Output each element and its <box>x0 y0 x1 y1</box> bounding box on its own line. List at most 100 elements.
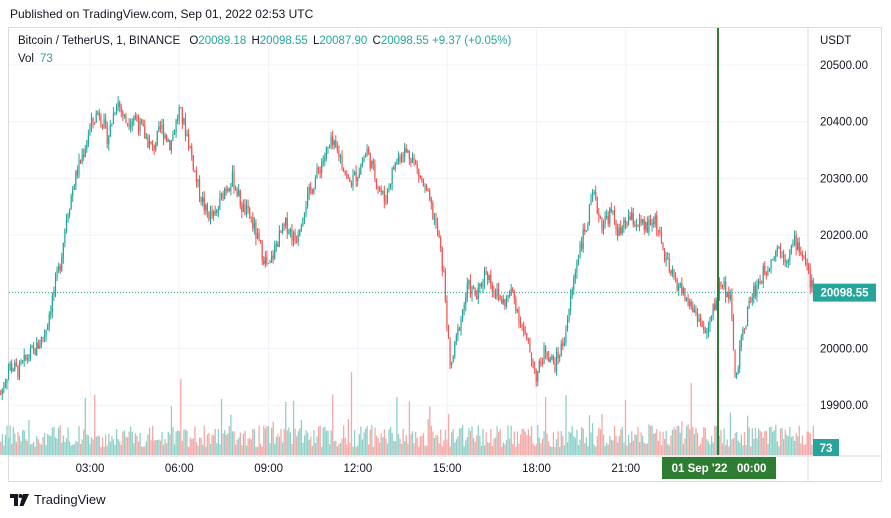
candle-body <box>247 205 249 209</box>
volume-bar <box>751 428 753 455</box>
volume-bar <box>203 425 205 455</box>
volume-bar <box>343 425 345 455</box>
candle-body <box>357 178 359 182</box>
candle-body <box>687 297 689 306</box>
candle-body <box>673 270 675 278</box>
volume-bar <box>158 439 160 455</box>
candle-body <box>197 179 199 182</box>
volume-bar <box>518 443 520 455</box>
candle-body <box>353 171 356 176</box>
volume-bar <box>795 433 797 455</box>
candle-body <box>181 107 183 124</box>
candle-body <box>56 270 58 277</box>
candle-body <box>668 258 670 271</box>
volume-bar <box>372 446 375 455</box>
candle-body <box>336 147 338 151</box>
volume-bar <box>189 437 191 455</box>
candle-body <box>803 256 805 258</box>
volume-bar <box>62 435 65 455</box>
candle-body <box>761 282 763 284</box>
candle-body <box>325 148 327 158</box>
candle-body <box>400 155 403 162</box>
candle-body <box>714 304 716 310</box>
candle-body <box>148 141 151 148</box>
candle-body <box>141 119 143 124</box>
candle-body <box>211 210 213 217</box>
volume-bar <box>344 437 346 455</box>
candle-body <box>607 216 609 224</box>
volume-bar <box>451 432 453 455</box>
candle-body <box>726 292 728 298</box>
candle-body <box>125 114 127 124</box>
candle-body <box>598 213 600 217</box>
volume-bar <box>191 439 193 455</box>
x-tick-label: 12:00 <box>344 463 373 475</box>
volume-bar <box>89 443 91 455</box>
volume-bar <box>249 437 251 455</box>
volume-bar <box>759 430 761 455</box>
candle-body <box>554 362 556 372</box>
candle-body <box>48 314 50 326</box>
candle-body <box>40 337 43 346</box>
volume-bar <box>39 443 41 455</box>
candle-body <box>272 255 274 259</box>
volume-bar <box>253 429 256 455</box>
candle-body <box>200 197 202 202</box>
candle-body <box>718 281 720 295</box>
volume-bar <box>393 440 395 455</box>
volume-bar <box>306 432 309 455</box>
candle-body <box>153 145 155 151</box>
candle-body <box>665 258 667 261</box>
candle-body <box>253 222 255 229</box>
volume-bar <box>18 436 21 455</box>
candle-body <box>120 106 122 112</box>
candle-body <box>29 348 32 358</box>
symbol-name[interactable]: Bitcoin / TetherUS, 1, BINANCE <box>18 35 181 47</box>
candle-body <box>36 342 38 355</box>
candle-body <box>239 190 241 206</box>
volume-bar <box>227 433 229 455</box>
volume-bar <box>87 435 90 455</box>
volume-bar <box>332 394 334 455</box>
candle-body <box>419 176 421 178</box>
candle-body <box>350 181 353 187</box>
volume-bar <box>593 444 595 455</box>
candle-body <box>72 189 74 196</box>
candle-body <box>162 124 165 139</box>
candle-body <box>452 356 454 362</box>
candle-body <box>289 229 291 233</box>
candle-body <box>227 188 229 192</box>
volume-bar <box>131 431 133 455</box>
volume-bar <box>623 442 625 455</box>
candle-body <box>112 113 115 124</box>
volume-bar <box>574 437 577 455</box>
candle-body <box>458 327 461 331</box>
candle-body <box>797 242 799 250</box>
candle-body <box>11 363 13 372</box>
volume-bar <box>587 446 589 455</box>
volume-bar <box>665 430 667 455</box>
candle-body <box>1 388 3 395</box>
candle-body <box>740 336 742 347</box>
candle-body <box>635 224 637 227</box>
volume-bar <box>626 445 628 455</box>
volume-bar <box>793 440 796 455</box>
candle-body <box>457 327 459 336</box>
volume-bar <box>541 438 544 455</box>
candle-body <box>488 275 490 280</box>
volume-bar <box>599 429 602 455</box>
volume-bar <box>108 433 110 455</box>
volume-bar <box>701 437 703 455</box>
candle-body <box>663 249 666 261</box>
volume-bar <box>634 434 636 455</box>
volume-bar <box>418 446 420 455</box>
volume-bar <box>411 431 414 455</box>
candle-body <box>411 157 414 163</box>
candle-body <box>53 291 55 296</box>
candle-body <box>299 230 301 236</box>
volume-bar <box>797 436 799 455</box>
volume-bar <box>438 443 440 455</box>
volume-bar <box>538 437 541 455</box>
chart-legend: Bitcoin / TetherUS, 1, BINANCE O20089.18… <box>18 35 512 47</box>
